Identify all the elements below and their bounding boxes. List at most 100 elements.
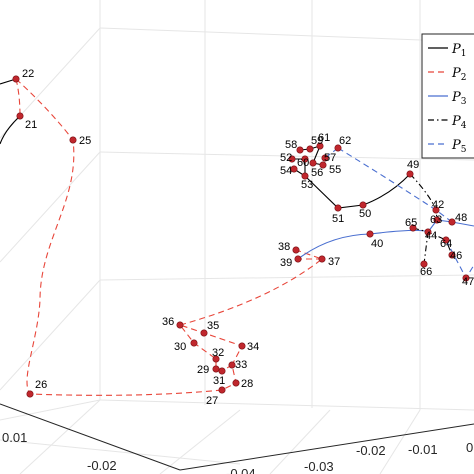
point-label: 46: [450, 250, 462, 262]
point-label: 52: [280, 152, 292, 164]
data-point-61: [316, 142, 324, 150]
point-label: 44: [425, 230, 437, 242]
legend-subscript: 1: [461, 49, 467, 59]
data-point-58: [296, 146, 304, 154]
point-label: 58: [285, 139, 297, 151]
grid-line: [0, 399, 101, 421]
data-point-42: [432, 206, 440, 214]
point-label: 54: [280, 165, 292, 177]
data-point-31: [218, 367, 226, 375]
grid-line: [99, 399, 474, 411]
legend-entry: P1: [451, 42, 466, 59]
tick-label: -0.02: [356, 443, 386, 458]
data-point-28: [232, 379, 240, 387]
data-point-39: [294, 255, 302, 263]
point-labels: 2122252627282930313233343536373839404244…: [22, 68, 474, 407]
point-label: 42: [432, 199, 444, 211]
grid-line: [269, 409, 331, 474]
legend-symbol: P: [451, 66, 461, 81]
data-point-32: [212, 355, 220, 363]
data-point-55: [319, 161, 327, 169]
point-label: 22: [22, 68, 34, 80]
legend-symbol: P: [451, 90, 461, 105]
point-label: 28: [241, 378, 253, 390]
point-label: 40: [371, 238, 383, 250]
point-label: 56: [311, 167, 323, 179]
point-label: 64: [440, 238, 452, 250]
point-label: 55: [329, 164, 341, 176]
data-point-51: [334, 204, 342, 212]
tick-label: -0.01: [408, 442, 438, 457]
point-label: 59: [311, 135, 323, 147]
data-point-57: [321, 154, 329, 162]
data-point-35: [200, 329, 208, 337]
series-line-p2: [15, 78, 324, 396]
data-point-25: [69, 136, 77, 144]
tick-label: 0: [466, 440, 473, 455]
data-point-38: [292, 246, 300, 254]
tick-label: -0.04: [226, 466, 256, 474]
point-label: 33: [235, 359, 247, 371]
data-point-65: [409, 224, 417, 232]
y-axis-line: [179, 423, 474, 471]
grid-line: [99, 274, 474, 281]
legend-subscript: 4: [461, 121, 467, 131]
data-point-52: [288, 155, 296, 163]
point-label: 36: [162, 316, 174, 328]
point-label: 37: [328, 256, 340, 268]
grid-line: [99, 151, 474, 161]
tick-labels: 0.01 -0.02 -0.03 -0.02 -0.01 0 -0.04: [2, 430, 473, 474]
data-point-59: [306, 145, 314, 153]
tick-label: -0.03: [304, 459, 334, 474]
data-point-21: [16, 112, 24, 120]
point-label: 31: [213, 375, 225, 387]
point-label: 49: [407, 159, 419, 171]
data-point-33: [228, 361, 236, 369]
point-label: 32: [212, 347, 224, 359]
data-point-26: [26, 390, 34, 398]
point-label: 47: [462, 276, 474, 288]
series-line-p1: [0, 78, 411, 209]
data-point-62: [334, 144, 342, 152]
grid-line: [0, 279, 101, 391]
point-label: 51: [332, 213, 344, 225]
data-point-56: [309, 159, 317, 167]
tick-label: 0.01: [2, 430, 27, 445]
data-point-66: [420, 260, 428, 268]
data-point-47: [462, 274, 470, 282]
grid-line: [379, 409, 421, 474]
point-label: 27: [206, 395, 218, 407]
data-point-30: [190, 339, 198, 347]
grid-line: [19, 399, 101, 474]
data-point-46: [448, 251, 456, 259]
point-label: 26: [35, 379, 47, 391]
data-point-34: [238, 342, 246, 350]
series-group: [0, 78, 474, 396]
data-point-64: [442, 236, 450, 244]
point-label: 61: [318, 132, 330, 144]
point-label: 62: [339, 135, 351, 147]
point-label: 63: [430, 214, 442, 226]
legend-symbol: P: [451, 138, 461, 153]
axes: [0, 403, 474, 471]
point-label: 65: [405, 217, 417, 229]
point-label: 66: [420, 266, 432, 278]
data-point-44: [424, 228, 432, 236]
data-point-29: [212, 365, 220, 373]
data-point-63: [433, 216, 441, 224]
tick-label: -0.02: [87, 458, 117, 473]
data-point-53: [301, 172, 309, 180]
legend-entry: P5: [451, 138, 467, 155]
data-points: [12, 75, 470, 398]
grid-line: [159, 409, 241, 474]
point-label: 30: [174, 341, 186, 353]
legend-subscript: 2: [461, 73, 467, 83]
data-point-22: [12, 75, 20, 83]
point-label: 29: [197, 364, 209, 376]
point-label: 35: [207, 320, 219, 332]
point-label: 34: [247, 341, 259, 353]
legend-entry: P3: [451, 90, 467, 107]
